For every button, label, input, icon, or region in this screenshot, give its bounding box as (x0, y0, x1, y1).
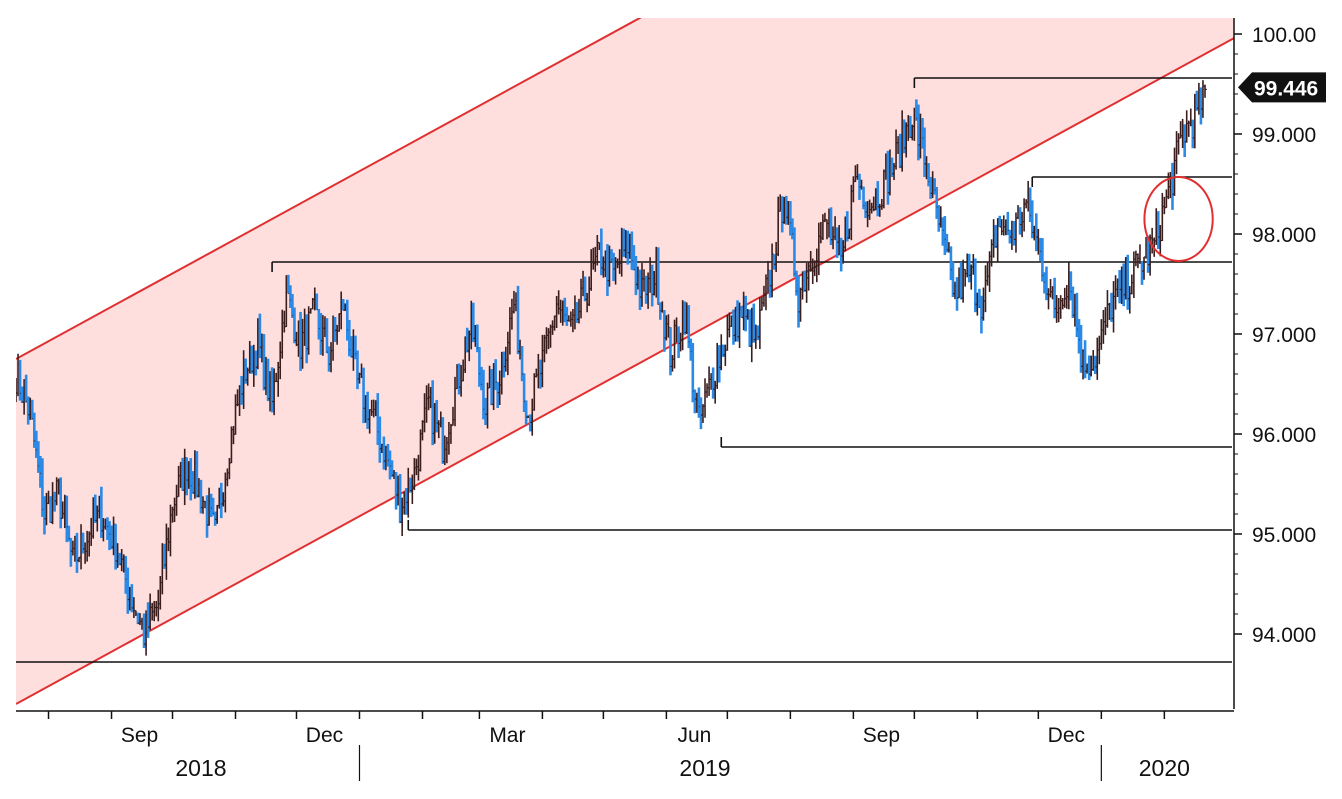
x-month-label: Mar (489, 724, 525, 747)
annotation-circle (1143, 176, 1214, 262)
x-month-label: Jun (677, 724, 711, 747)
trend-channel (16, 18, 1234, 705)
annotation-layer (1143, 176, 1214, 262)
y-tick-label: 99.000 (1252, 124, 1316, 147)
x-month-label: Sep (121, 724, 158, 747)
x-year-label: 2018 (175, 755, 226, 781)
channel-upper-line (16, 18, 642, 360)
x-month-label: Sep (863, 724, 900, 747)
x-month-label: Dec (1048, 724, 1085, 747)
price-series (16, 80, 1207, 656)
y-tick-label: 97.000 (1252, 324, 1316, 347)
x-month-label: Dec (306, 724, 343, 747)
last-value-label: 99.446 (1254, 77, 1318, 100)
axes: 94.000 95.000 96.000 97.000 98.000 99.000 100.… (16, 18, 1326, 781)
y-tick-label: 100.00 (1252, 24, 1316, 47)
y-tick-label: 98.000 (1252, 224, 1316, 247)
y-tick-label: 94.000 (1252, 624, 1316, 647)
support-resistance-lines (16, 77, 1232, 663)
channel-lower-line (16, 37, 1234, 705)
y-tick-label: 95.000 (1252, 524, 1316, 547)
x-year-label: 2019 (679, 755, 730, 781)
last-value-tag (1238, 72, 1326, 103)
y-tick-label: 96.000 (1252, 424, 1316, 447)
channel-fill (16, 18, 1234, 704)
x-year-label: 2020 (1139, 755, 1190, 781)
